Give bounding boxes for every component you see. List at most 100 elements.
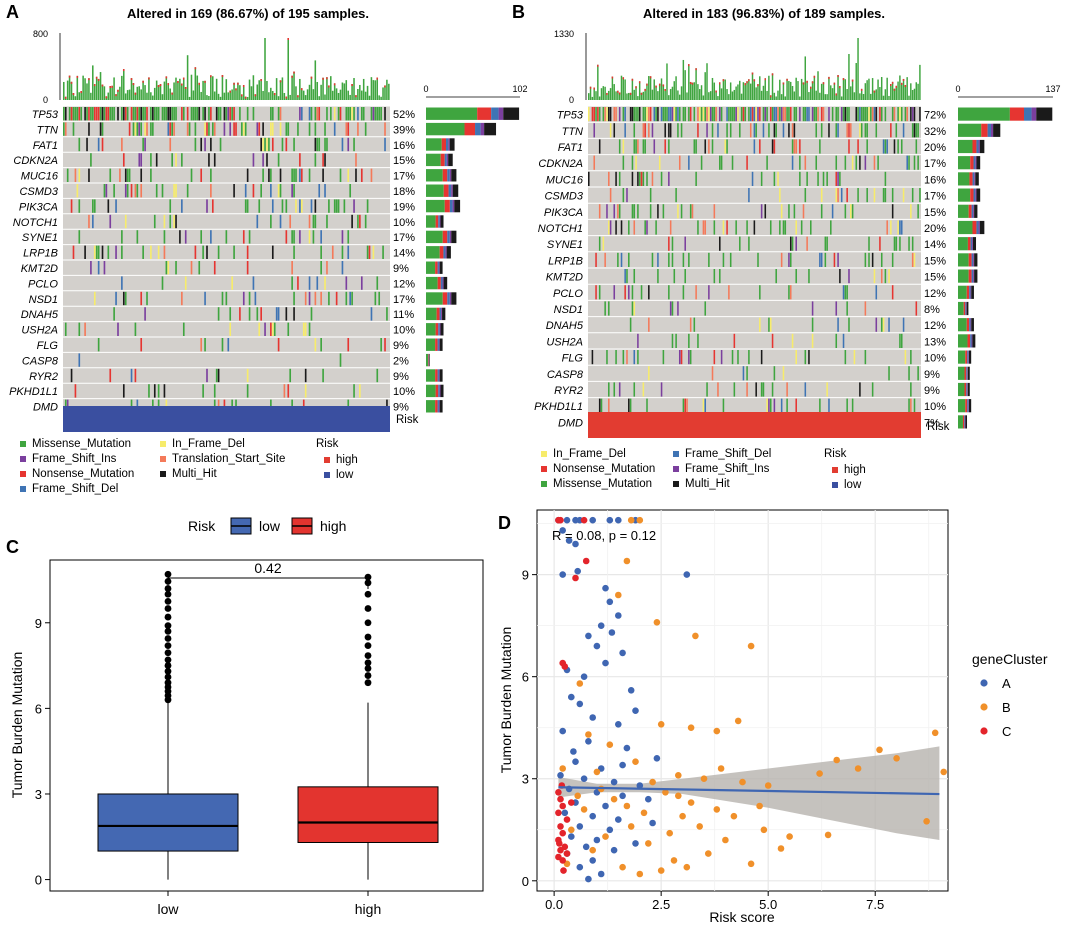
tmb-bar bbox=[169, 89, 171, 100]
mutation-cell bbox=[859, 107, 861, 121]
mutation-cell bbox=[181, 199, 183, 212]
tmb-bar bbox=[167, 83, 169, 100]
tmb-bar-cap bbox=[901, 83, 902, 85]
tmb-bar bbox=[746, 81, 747, 100]
panel-b-gene-labels: TP53TTNFAT1CDKN2AMUC16CSMD3PIK3CANOTCH1S… bbox=[534, 110, 584, 430]
mutation-cell bbox=[917, 204, 919, 218]
mutation-cell bbox=[704, 301, 706, 315]
mutation-cell bbox=[198, 107, 200, 120]
tmb-bar bbox=[373, 80, 375, 100]
legend-swatch bbox=[541, 481, 547, 487]
tmb-bar-cap bbox=[835, 93, 836, 95]
tmb-bar bbox=[724, 80, 725, 100]
percent-label: 20% bbox=[924, 223, 946, 235]
point-cluster-B bbox=[786, 833, 793, 840]
mutation-cell bbox=[668, 253, 670, 267]
mutation-cell bbox=[150, 107, 152, 120]
mutation-cell bbox=[376, 369, 378, 382]
tmb-bar bbox=[349, 95, 351, 100]
mutation-cell bbox=[220, 138, 222, 151]
panel-a-gene-labels: TP53TTNFAT1CDKN2AMUC16CSMD3PIK3CANOTCH1S… bbox=[9, 109, 59, 414]
mutation-cell bbox=[144, 307, 146, 320]
legend-risk-swatch bbox=[832, 482, 838, 488]
tmb-bar bbox=[914, 89, 915, 100]
side-bar-segment bbox=[436, 215, 439, 227]
legend-swatch bbox=[673, 481, 679, 487]
point-cluster-B bbox=[684, 864, 691, 871]
mutation-cell bbox=[100, 122, 102, 135]
mutation-cell bbox=[655, 220, 657, 234]
side-bar-segment bbox=[426, 292, 443, 304]
legend-swatch bbox=[20, 456, 26, 462]
mutation-cell bbox=[852, 204, 854, 218]
side-bar-segment bbox=[991, 124, 993, 137]
tmb-bar bbox=[318, 96, 320, 100]
mutation-cell bbox=[730, 123, 732, 137]
mutation-cell bbox=[657, 253, 659, 267]
tmb-bar-cap bbox=[210, 75, 212, 77]
panel-b-legend: In_Frame_DelNonsense_MutationMissense_Mu… bbox=[541, 448, 866, 491]
mutation-cell bbox=[311, 107, 313, 120]
mutation-cell bbox=[96, 246, 98, 259]
side-bar-segment bbox=[440, 262, 443, 274]
mutation-cell bbox=[619, 172, 621, 186]
mutation-cell bbox=[879, 237, 881, 251]
tmb-bar bbox=[843, 78, 844, 100]
mutation-cell bbox=[746, 156, 748, 170]
mutation-cell bbox=[912, 123, 914, 137]
mutation-cell bbox=[866, 188, 868, 202]
mutation-cell bbox=[799, 107, 801, 121]
mutation-cell bbox=[835, 172, 837, 186]
outlier-point bbox=[365, 591, 372, 598]
mutation-cell bbox=[88, 122, 90, 135]
mutation-cell bbox=[98, 138, 100, 151]
mutation-cell bbox=[652, 253, 654, 267]
mutation-cell bbox=[229, 122, 231, 135]
side-bar-segment bbox=[441, 385, 444, 397]
panel-d-legend-title: geneCluster bbox=[972, 651, 1048, 667]
outlier-point bbox=[165, 605, 172, 612]
mutation-cell bbox=[775, 269, 777, 283]
mutation-cell bbox=[78, 138, 80, 151]
tmb-bar bbox=[338, 93, 340, 100]
tmb-bar-cap bbox=[148, 77, 150, 79]
mutation-cell bbox=[351, 215, 353, 228]
tmb-bar bbox=[307, 89, 309, 100]
mutation-cell bbox=[683, 285, 685, 299]
mutation-cell bbox=[648, 318, 650, 332]
tmb-bar bbox=[187, 55, 189, 100]
percent-label: 15% bbox=[924, 255, 946, 267]
point-cluster-C bbox=[559, 830, 566, 837]
mutation-cell bbox=[896, 123, 898, 137]
outlier-point bbox=[365, 619, 372, 626]
mutation-cell bbox=[599, 139, 601, 153]
tmb-bar-cap bbox=[328, 85, 330, 87]
mutation-cell bbox=[786, 107, 788, 121]
mutation-cell bbox=[247, 261, 249, 274]
mutation-cell bbox=[346, 292, 348, 305]
tmb-bar-cap bbox=[744, 83, 745, 85]
tmb-bar bbox=[111, 86, 113, 100]
mutation-cell bbox=[910, 399, 912, 413]
mutation-cell bbox=[359, 384, 361, 397]
tmb-bar-cap bbox=[98, 79, 100, 81]
mutation-cell bbox=[367, 199, 369, 212]
mutation-cell bbox=[100, 107, 102, 120]
tmb-bar bbox=[848, 54, 849, 100]
mutation-cell bbox=[191, 169, 193, 182]
mutation-cell bbox=[795, 237, 797, 251]
tmb-bar bbox=[299, 79, 301, 100]
side-bar-segment bbox=[958, 351, 965, 364]
mutation-cell bbox=[171, 107, 173, 120]
mutation-cell bbox=[299, 199, 301, 212]
mutation-cell bbox=[857, 107, 859, 121]
mutation-cell bbox=[876, 285, 878, 299]
panel-a-side-min: 0 bbox=[423, 84, 428, 94]
tmb-bar bbox=[761, 91, 762, 100]
tmb-bar-cap bbox=[695, 68, 696, 70]
tmb-bar bbox=[897, 82, 898, 100]
mutation-cell bbox=[652, 172, 654, 186]
mutation-cell bbox=[272, 107, 274, 120]
mutation-cell bbox=[606, 350, 608, 364]
tmb-bar-cap bbox=[861, 89, 862, 91]
